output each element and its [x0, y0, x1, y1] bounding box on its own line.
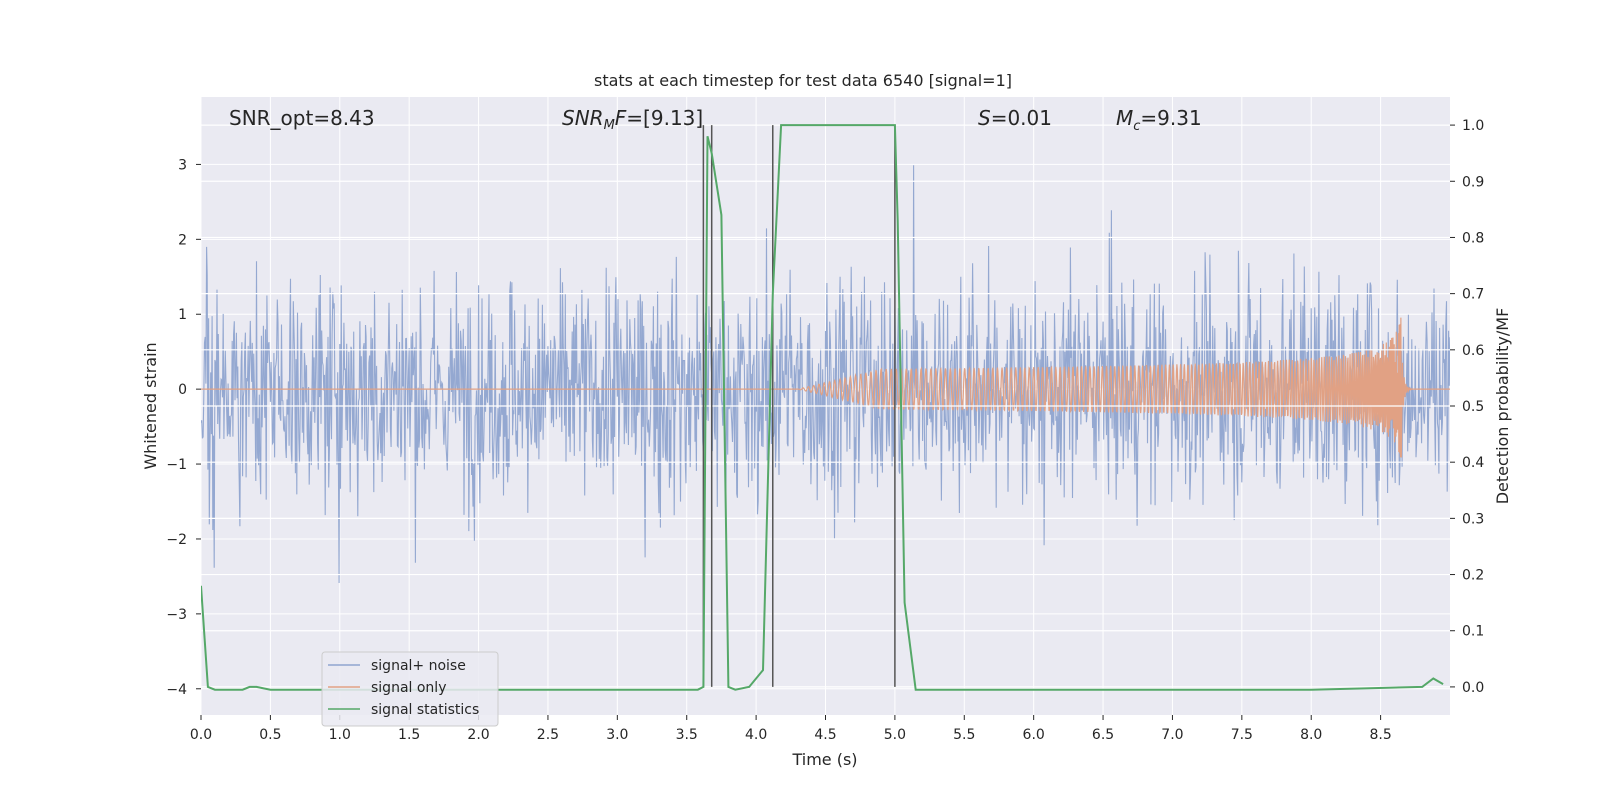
x-tick-label: 5.0 [884, 727, 906, 743]
x-tick-label: 4.5 [814, 727, 836, 743]
y2-tick-label: 0.0 [1462, 680, 1484, 696]
signal-statistics-line [201, 124, 1444, 691]
y2-tick-label: 0.2 [1462, 568, 1484, 584]
legend: signal+ noise signal only signal statist… [321, 651, 499, 727]
y-tick-label: 3 [178, 157, 187, 173]
series-signal-only [201, 317, 1450, 458]
x-tick-label: 1.5 [398, 727, 420, 743]
x-tick-label: 6.0 [1023, 727, 1045, 743]
x-tick-label: 7.0 [1161, 727, 1183, 743]
x-tick-label: 2.0 [467, 727, 489, 743]
y2-axis-label: Detection probability/MF [1493, 308, 1512, 505]
annotation-snr-opt: SNR_opt=8.43 [229, 106, 375, 130]
x-tick-label: 3.5 [676, 727, 698, 743]
y-tick-label: −3 [166, 607, 187, 623]
y2-tick-label: 0.8 [1462, 230, 1484, 246]
annotation-mc-value: =9.31 [1140, 106, 1201, 130]
x-tick-label: 8.0 [1300, 727, 1322, 743]
x-tick-label: 0.5 [259, 727, 281, 743]
y2-tick-label: 0.7 [1462, 287, 1484, 303]
legend-label-signal-only: signal only [371, 680, 446, 696]
x-tick-label: 1.0 [329, 727, 351, 743]
legend-label-signal-statistics: signal statistics [371, 702, 479, 718]
y2-tick-label: 0.9 [1462, 174, 1484, 190]
annotation-s: S=0.01 [978, 106, 1052, 130]
x-tick-label: 3.0 [606, 727, 628, 743]
x-tick-label: 7.5 [1231, 727, 1253, 743]
y2-tick-label: 0.3 [1462, 511, 1484, 527]
x-axis-label: Time (s) [791, 750, 857, 769]
y2-tick-label: 1.0 [1462, 118, 1484, 134]
y-tick-label: −2 [166, 532, 187, 548]
y2-tick-label: 0.4 [1462, 455, 1484, 471]
series-signal-noise [201, 165, 1450, 584]
annotation-s-value: =0.01 [991, 106, 1052, 130]
x-tick-label: 8.5 [1369, 727, 1391, 743]
y-axis-ticks: 3 2 1 0 −1 −2 −3 −4 [166, 157, 201, 698]
x-axis-ticks: 0.0 0.5 1.0 1.5 2.0 2.5 3.0 3.5 4.0 4.5 5.0 5.5 6.0 6… [190, 715, 1392, 743]
x-tick-label: 6.5 [1092, 727, 1114, 743]
annotation-mc: Mc=9.31 [1116, 106, 1202, 134]
annotation-snr-mf-value: =[9.13] [626, 106, 703, 130]
y2-tick-label: 0.6 [1462, 343, 1484, 359]
y2-axis-ticks: 1.0 0.9 0.8 0.7 0.6 0.5 0.4 0.3 0.2 0.1 0.0 [1450, 118, 1484, 696]
signal-only-line [201, 317, 1450, 458]
chart-title: stats at each timestep for test data 654… [594, 71, 1012, 90]
y-tick-label: 2 [178, 232, 187, 248]
y2-tick-label: 0.5 [1462, 399, 1484, 415]
y2-tick-label: 0.1 [1462, 624, 1484, 640]
x-tick-label: 4.0 [745, 727, 767, 743]
annotation-snr-mf: SNRMF=[9.13] [562, 106, 703, 133]
x-tick-label: 2.5 [537, 727, 559, 743]
series-signal-statistics [201, 124, 1444, 691]
signal-noise-line [201, 165, 1450, 584]
x-tick-label: 0.0 [190, 727, 212, 743]
y-tick-label: 1 [178, 307, 187, 323]
x-tick-label: 5.5 [953, 727, 975, 743]
legend-label-signal-noise: signal+ noise [371, 658, 466, 674]
legend-box [321, 651, 499, 727]
y-tick-label: 0 [178, 382, 187, 398]
y-axis-label: Whitened strain [141, 342, 160, 469]
y-tick-label: −4 [166, 682, 187, 698]
y-tick-label: −1 [166, 457, 187, 473]
